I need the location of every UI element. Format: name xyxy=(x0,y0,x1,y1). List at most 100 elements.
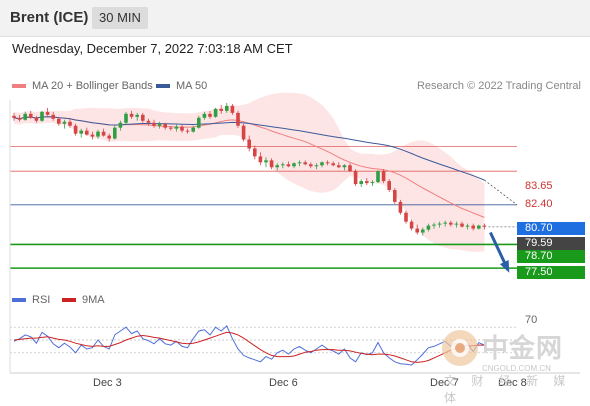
legend-ma20: MA 20 + Bollinger Bands xyxy=(12,80,153,92)
candle-body xyxy=(437,223,442,225)
rsi-ma-line xyxy=(13,331,485,363)
candle-body xyxy=(225,105,229,111)
candle-body xyxy=(29,113,33,118)
candle-body xyxy=(146,120,151,123)
support-78-70-badge: 78.70 xyxy=(517,250,585,263)
research-credit: Research © 2022 Trading Central xyxy=(416,80,581,92)
rsi-ma-label: 9MA xyxy=(82,294,105,306)
candle-body xyxy=(85,130,89,135)
x-tick-dec7: Dec 7 xyxy=(430,377,459,389)
candle-body xyxy=(320,162,324,166)
x-tick-dec3: Dec 3 xyxy=(93,377,122,389)
candle-body xyxy=(269,160,274,168)
candle-body xyxy=(264,160,268,163)
candle-body xyxy=(236,112,240,126)
timeframe-button[interactable]: 30 MIN xyxy=(92,7,148,29)
candle-body xyxy=(353,171,358,185)
candle-body xyxy=(404,212,408,222)
watermark-brand: 中金网 xyxy=(482,333,564,363)
candle-body xyxy=(342,165,347,168)
candle-body xyxy=(51,114,55,119)
candle-body xyxy=(169,127,173,129)
watermark: 中金网 CNGOLD.COM.CN 文 财 经 新 媒 体 xyxy=(432,326,582,405)
candle-body xyxy=(163,123,167,128)
pivot-badge: 80.70 xyxy=(517,222,585,235)
candle-body xyxy=(124,113,128,123)
candle-body xyxy=(426,225,431,230)
legend-rsi-ma: 9MA xyxy=(62,294,105,306)
candle-body xyxy=(174,126,179,129)
watermark-domain: CNGOLD.COM.CN xyxy=(482,364,551,373)
watermark-logo-icon xyxy=(442,330,478,366)
candle-body xyxy=(432,224,436,226)
chart-datetime: Wednesday, December 7, 2022 7:03:18 AM C… xyxy=(12,41,293,56)
candle-body xyxy=(359,181,363,185)
candle-body xyxy=(185,130,190,132)
current-price-badge: 79.59 xyxy=(517,237,585,250)
forecast-arrow xyxy=(489,231,510,273)
candle-body xyxy=(208,113,212,117)
ma50-line xyxy=(13,116,485,181)
candle-body xyxy=(101,131,106,136)
candle-body xyxy=(421,229,425,233)
candle-body xyxy=(292,163,296,167)
candle-body xyxy=(297,162,302,164)
candle-body xyxy=(415,228,419,233)
candle-body xyxy=(68,121,72,126)
candle-body xyxy=(275,165,279,168)
candle-body xyxy=(79,130,83,134)
candle-body xyxy=(197,117,201,128)
candle-body xyxy=(398,201,403,213)
candle-body xyxy=(191,127,195,132)
candle-body xyxy=(325,162,330,164)
support-77-50-badge: 77.50 xyxy=(517,266,585,279)
candle-body xyxy=(449,222,453,225)
legend-rsi: RSI xyxy=(12,294,50,306)
candle-body xyxy=(309,164,313,167)
candle-body xyxy=(17,117,22,120)
candle-body xyxy=(477,225,481,229)
candle-body xyxy=(281,164,285,166)
candle-body xyxy=(141,114,145,121)
candle-body xyxy=(465,225,470,227)
candle-body xyxy=(314,165,319,167)
level-82-40-label: 82.40 xyxy=(525,198,553,210)
watermark-slogan: 文 财 经 新 媒 体 xyxy=(444,374,572,405)
rsi-label: RSI xyxy=(32,294,51,306)
candle-body xyxy=(62,121,67,124)
legend-ma50: MA 50 xyxy=(156,80,207,92)
ma50-label: MA 50 xyxy=(176,80,208,92)
candle-body xyxy=(241,125,246,140)
moving-averages xyxy=(13,116,518,218)
x-tick-dec8: Dec 8 xyxy=(498,377,527,389)
candle-body xyxy=(482,225,487,227)
candle-body xyxy=(460,223,464,227)
rsi-ma-swatch xyxy=(62,298,76,302)
level-83-65-label: 83.65 xyxy=(525,180,553,192)
candle-body xyxy=(409,221,414,229)
candle-body xyxy=(202,113,207,118)
candle-body xyxy=(213,108,218,117)
ma20-label: MA 20 + Bollinger Bands xyxy=(32,80,153,92)
candle-body xyxy=(90,134,95,137)
candle-body xyxy=(376,171,380,183)
bollinger-fill xyxy=(14,92,485,252)
candle-body xyxy=(157,123,162,126)
candle-body xyxy=(96,131,100,137)
candle-body xyxy=(247,139,251,149)
candle-body xyxy=(57,118,61,124)
candle-body xyxy=(286,164,291,167)
candle-body xyxy=(370,182,375,184)
candle-body xyxy=(365,181,369,184)
candle-body xyxy=(443,222,447,224)
candle-body xyxy=(348,165,352,172)
candle-body xyxy=(303,162,307,165)
rsi-level-70-label: 70 xyxy=(525,314,538,326)
candle-body xyxy=(118,122,123,128)
candle-body xyxy=(230,105,235,113)
candle-body xyxy=(381,171,386,182)
candle-body xyxy=(471,225,475,229)
rsi-swatch xyxy=(12,298,26,302)
candle-body xyxy=(258,156,263,163)
